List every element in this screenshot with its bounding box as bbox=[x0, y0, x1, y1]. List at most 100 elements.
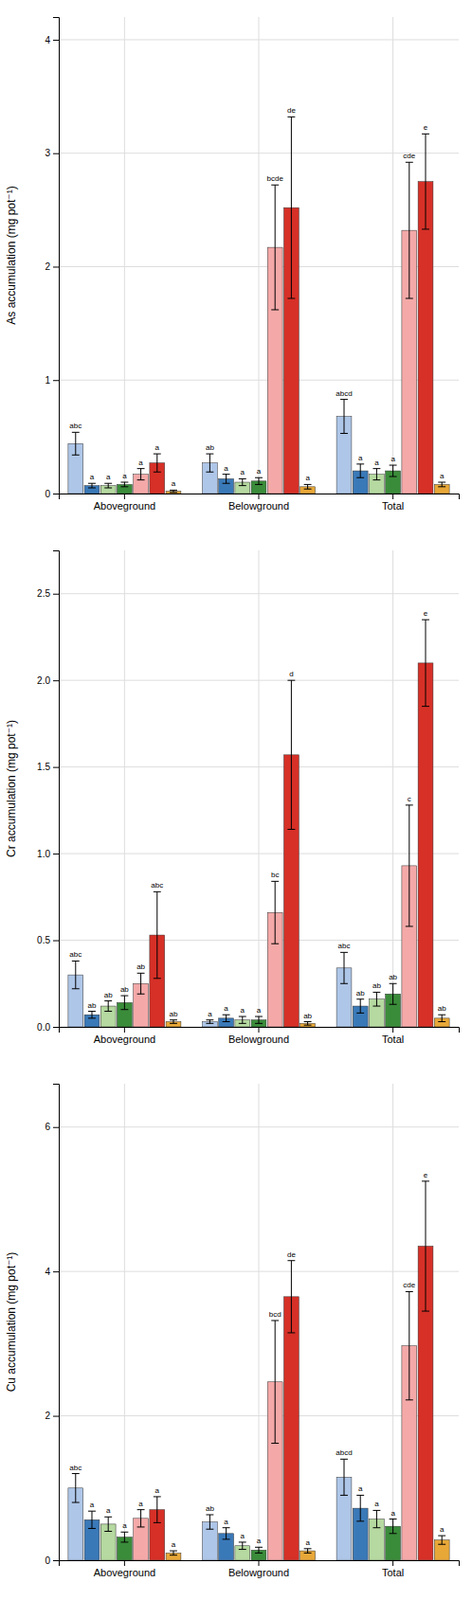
letter-label: a bbox=[305, 1539, 310, 1548]
letter-label: abc bbox=[69, 1464, 82, 1473]
error-bar-cap bbox=[356, 1013, 364, 1015]
error-bar bbox=[72, 432, 80, 455]
error-bar bbox=[389, 983, 398, 1005]
error-bar bbox=[169, 490, 178, 492]
y-axis-title: As accumulation (mg pot⁻¹) bbox=[4, 185, 19, 325]
letter-label: abc bbox=[69, 421, 82, 431]
letter-label: a bbox=[390, 1509, 396, 1519]
error-bar-cap bbox=[389, 465, 398, 467]
error-bar-cap bbox=[271, 184, 279, 186]
error-bar-line bbox=[108, 483, 109, 489]
error-bar-line bbox=[376, 1510, 378, 1528]
y-tick-label: 2.0 bbox=[36, 675, 51, 687]
error-bar-cap bbox=[120, 1542, 128, 1544]
error-bar bbox=[372, 1510, 381, 1528]
x-tick: Belowground bbox=[228, 493, 290, 512]
letter-label: a bbox=[106, 472, 111, 482]
letter-label: a bbox=[390, 454, 396, 464]
error-bar-cap bbox=[88, 1528, 96, 1530]
error-bar-line bbox=[274, 184, 276, 310]
grid-line-x bbox=[392, 550, 394, 1028]
error-bar-cap bbox=[238, 1549, 247, 1551]
y-tick-label: 1.0 bbox=[36, 849, 51, 860]
error-bar bbox=[88, 1511, 96, 1529]
letter-label: a bbox=[256, 467, 262, 476]
error-bar-cap bbox=[389, 476, 398, 478]
y-tick-label: 2 bbox=[44, 261, 51, 273]
error-bar-cap bbox=[389, 983, 398, 985]
letter-label: a bbox=[138, 458, 144, 468]
y-tick-label: 2.5 bbox=[36, 588, 51, 600]
error-bar-line bbox=[209, 1515, 211, 1530]
y-axis-title: Cu accumulation (mg pot⁻¹) bbox=[4, 1252, 19, 1394]
letter-label: ab bbox=[437, 1004, 447, 1014]
error-bar-cap bbox=[421, 619, 430, 621]
error-bar-line bbox=[140, 1510, 142, 1528]
x-tick-label: Aboveground bbox=[93, 1567, 156, 1580]
error-bar-cap bbox=[254, 477, 263, 479]
grid bbox=[58, 550, 459, 1028]
error-bar bbox=[356, 464, 364, 478]
error-bar-line bbox=[274, 1321, 276, 1445]
error-bar-cap bbox=[238, 1023, 247, 1025]
error-bar-cap bbox=[120, 1532, 128, 1534]
y-tick-label: 0.0 bbox=[36, 1022, 51, 1034]
error-bar-cap bbox=[169, 1019, 178, 1021]
error-bar-cap bbox=[120, 1009, 128, 1011]
error-bar-cap bbox=[372, 479, 381, 481]
error-bar-cap bbox=[104, 1011, 112, 1013]
y-tick: 2 bbox=[44, 261, 59, 273]
grid bbox=[58, 1084, 459, 1562]
x-tick-mark bbox=[258, 1027, 260, 1034]
error-bar-cap bbox=[88, 1511, 96, 1513]
annotations: abcababcdaaaaaaaaaabcdcdeadeeaaa bbox=[69, 1171, 445, 1550]
error-bar bbox=[238, 1016, 247, 1024]
error-bar-cap bbox=[153, 891, 162, 893]
error-bar-cap bbox=[304, 489, 312, 491]
y-axis-line bbox=[53, 551, 60, 1029]
y-tick-mark bbox=[53, 941, 59, 943]
y-tick: 0.0 bbox=[36, 1022, 59, 1034]
error-bar-cap bbox=[340, 1495, 348, 1497]
annotations: abcababcdaaaaaaaaaabcdecdeadeeaaa bbox=[69, 106, 445, 489]
error-bar-cap bbox=[153, 453, 162, 455]
letter-label: a bbox=[256, 1006, 262, 1016]
error-bar bbox=[340, 1459, 348, 1496]
error-bar bbox=[340, 952, 348, 984]
error-bar-cap bbox=[72, 988, 80, 990]
error-bar-cap bbox=[137, 994, 146, 996]
error-bar-line bbox=[124, 996, 126, 1011]
x-tick-mark bbox=[392, 493, 394, 500]
error-bar bbox=[169, 1551, 178, 1557]
error-bar-line bbox=[307, 484, 309, 490]
error-bar-line bbox=[140, 469, 142, 481]
letter-label: abcd bbox=[335, 389, 352, 399]
error-bar-line bbox=[156, 891, 158, 979]
error-bar bbox=[222, 1015, 231, 1022]
y-tick-label: 0 bbox=[44, 489, 51, 500]
letter-label: e bbox=[423, 1171, 429, 1180]
letter-label: ab bbox=[88, 1001, 97, 1011]
error-bar bbox=[304, 1549, 312, 1555]
error-bar-cap bbox=[169, 1551, 178, 1553]
letter-label: abc bbox=[69, 950, 82, 960]
error-bar-line bbox=[124, 1532, 126, 1544]
error-bar-cap bbox=[437, 1536, 446, 1538]
error-bar-cap bbox=[238, 478, 247, 480]
letter-label: a bbox=[122, 1522, 128, 1531]
y-axis-title: Cr accumulation (mg pot⁻¹) bbox=[4, 720, 19, 858]
letter-label: ab bbox=[372, 981, 382, 991]
error-bar-cap bbox=[437, 1544, 446, 1546]
error-bar-cap bbox=[356, 1521, 364, 1523]
grid-line-x bbox=[258, 1084, 260, 1562]
letter-label: ab bbox=[356, 989, 365, 999]
letter-label: a bbox=[171, 1541, 177, 1550]
error-bar-cap bbox=[104, 1531, 112, 1533]
bar bbox=[417, 663, 434, 1028]
error-bar-line bbox=[360, 1495, 362, 1522]
error-bar-cap bbox=[169, 1023, 178, 1025]
letter-label: a bbox=[223, 1004, 229, 1014]
error-bar bbox=[238, 1543, 247, 1551]
error-bar-line bbox=[108, 1517, 109, 1532]
error-bar-line bbox=[392, 1520, 394, 1535]
